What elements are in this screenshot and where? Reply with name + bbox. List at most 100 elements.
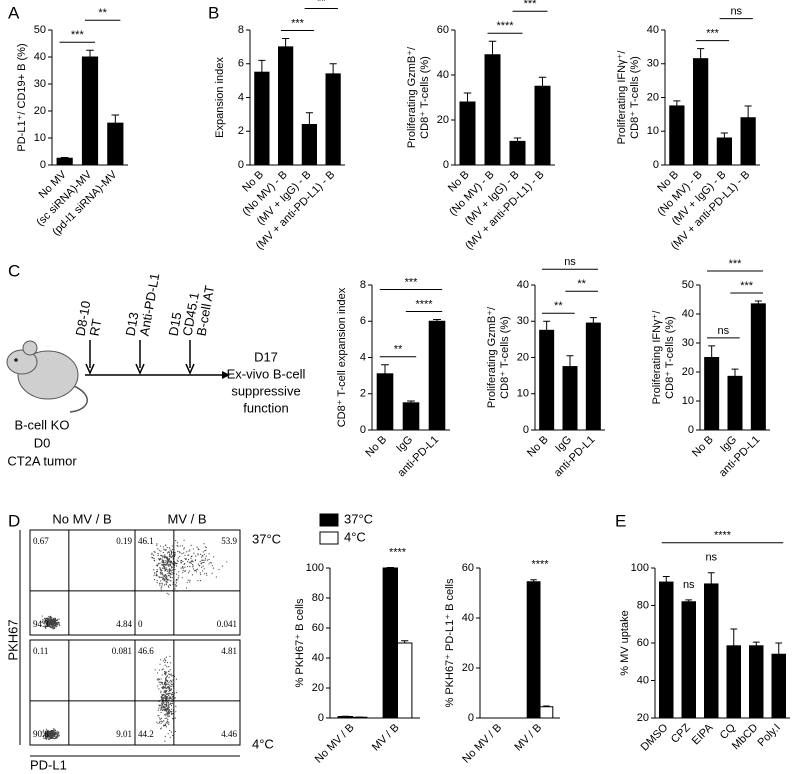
significance-label: **** [415, 298, 433, 310]
event-dot [180, 562, 182, 564]
event-dot [43, 621, 46, 623]
y-tick-label: 10 [682, 395, 694, 407]
event-dot [166, 709, 169, 711]
y-tick-label: 6 [238, 58, 244, 70]
event-dot [170, 685, 172, 688]
event-dot [162, 555, 164, 557]
error-bar [566, 355, 574, 367]
event-dot [162, 561, 165, 563]
event-dot [190, 562, 192, 564]
panel-letter: B [208, 3, 219, 22]
event-dot [45, 737, 47, 739]
event-dot [165, 715, 167, 717]
event-dot [166, 703, 168, 705]
y-axis-label: Proliferating GzmB⁺/ [486, 306, 498, 408]
event-dot [157, 722, 159, 725]
event-dot [160, 588, 162, 590]
y-tick-label: 60 [637, 637, 649, 649]
event-dot [161, 573, 164, 576]
event-dot [167, 680, 169, 683]
y-tick-label: 20 [34, 105, 46, 117]
event-dot [160, 698, 162, 700]
event-dot [192, 568, 195, 570]
event-dot [44, 625, 47, 627]
event-dot [167, 718, 169, 720]
y-axis-label: Proliferating GzmB⁺/ [406, 46, 418, 148]
event-dot [45, 627, 47, 629]
significance-label: ns [705, 552, 717, 564]
event-dot [185, 558, 187, 561]
event-dot [168, 572, 170, 574]
event-dot [168, 670, 170, 673]
event-dot [167, 706, 169, 708]
event-dot [160, 569, 162, 571]
event-dot [48, 621, 50, 623]
event-dot [177, 557, 179, 559]
event-dot [190, 561, 192, 563]
event-dot [51, 736, 53, 738]
event-dot [166, 567, 168, 569]
event-dot [162, 721, 164, 723]
event-dot [170, 574, 172, 576]
significance-label: *** [740, 280, 754, 292]
event-dot [164, 723, 166, 725]
event-dot [171, 710, 173, 713]
event-dot [165, 557, 167, 559]
event-dot [172, 551, 174, 553]
event-dot [53, 732, 55, 734]
event-dot [187, 579, 189, 581]
event-dot [51, 735, 53, 737]
event-dot [166, 721, 168, 723]
y-tick-label: 40 [437, 69, 449, 81]
event-dot [168, 676, 170, 679]
event-dot [171, 573, 173, 575]
event-dot [190, 557, 192, 559]
event-dot [153, 572, 156, 574]
significance-label: ns [718, 325, 730, 337]
event-dot [164, 659, 166, 661]
event-dot [161, 705, 163, 707]
event-dot [159, 557, 161, 560]
event-dot [163, 584, 166, 586]
event-dot [163, 708, 165, 711]
event-dot [158, 558, 160, 560]
bar [716, 137, 732, 166]
event-dot [192, 548, 194, 550]
event-dot [161, 708, 163, 711]
event-dot [165, 677, 167, 680]
event-dot [200, 563, 202, 565]
event-dot [175, 711, 177, 713]
event-dot [179, 552, 181, 554]
event-dot [162, 702, 165, 704]
timepoint-label: D15 [166, 311, 185, 337]
event-dot [172, 679, 174, 681]
event-dot [157, 678, 159, 680]
event-dot [162, 551, 164, 554]
event-dot [164, 566, 166, 568]
y-axis-label: PD-L1⁺/ CD19+ B (%) [16, 43, 28, 151]
event-dot [181, 553, 183, 555]
timepoint-label: RT [87, 318, 105, 337]
x-tick-label: MbCD [730, 722, 761, 753]
event-dot [196, 546, 198, 548]
event-dot [161, 578, 164, 580]
event-dot [166, 722, 168, 724]
event-dot [58, 623, 60, 626]
error-bar [775, 642, 783, 655]
event-dot [158, 714, 160, 717]
event-dot [182, 569, 184, 572]
event-dot [56, 625, 58, 627]
event-dot [182, 571, 184, 574]
error-bar [589, 317, 597, 324]
flow-column-label: MV / B [167, 511, 206, 526]
event-dot [160, 722, 162, 724]
event-dot [164, 563, 166, 565]
endpoint-label: D17 [254, 349, 278, 364]
event-dot [164, 544, 167, 546]
event-dot [201, 570, 204, 572]
event-dot [168, 586, 170, 588]
event-dot [184, 566, 186, 568]
event-dot [159, 582, 161, 584]
event-dot [171, 571, 173, 574]
